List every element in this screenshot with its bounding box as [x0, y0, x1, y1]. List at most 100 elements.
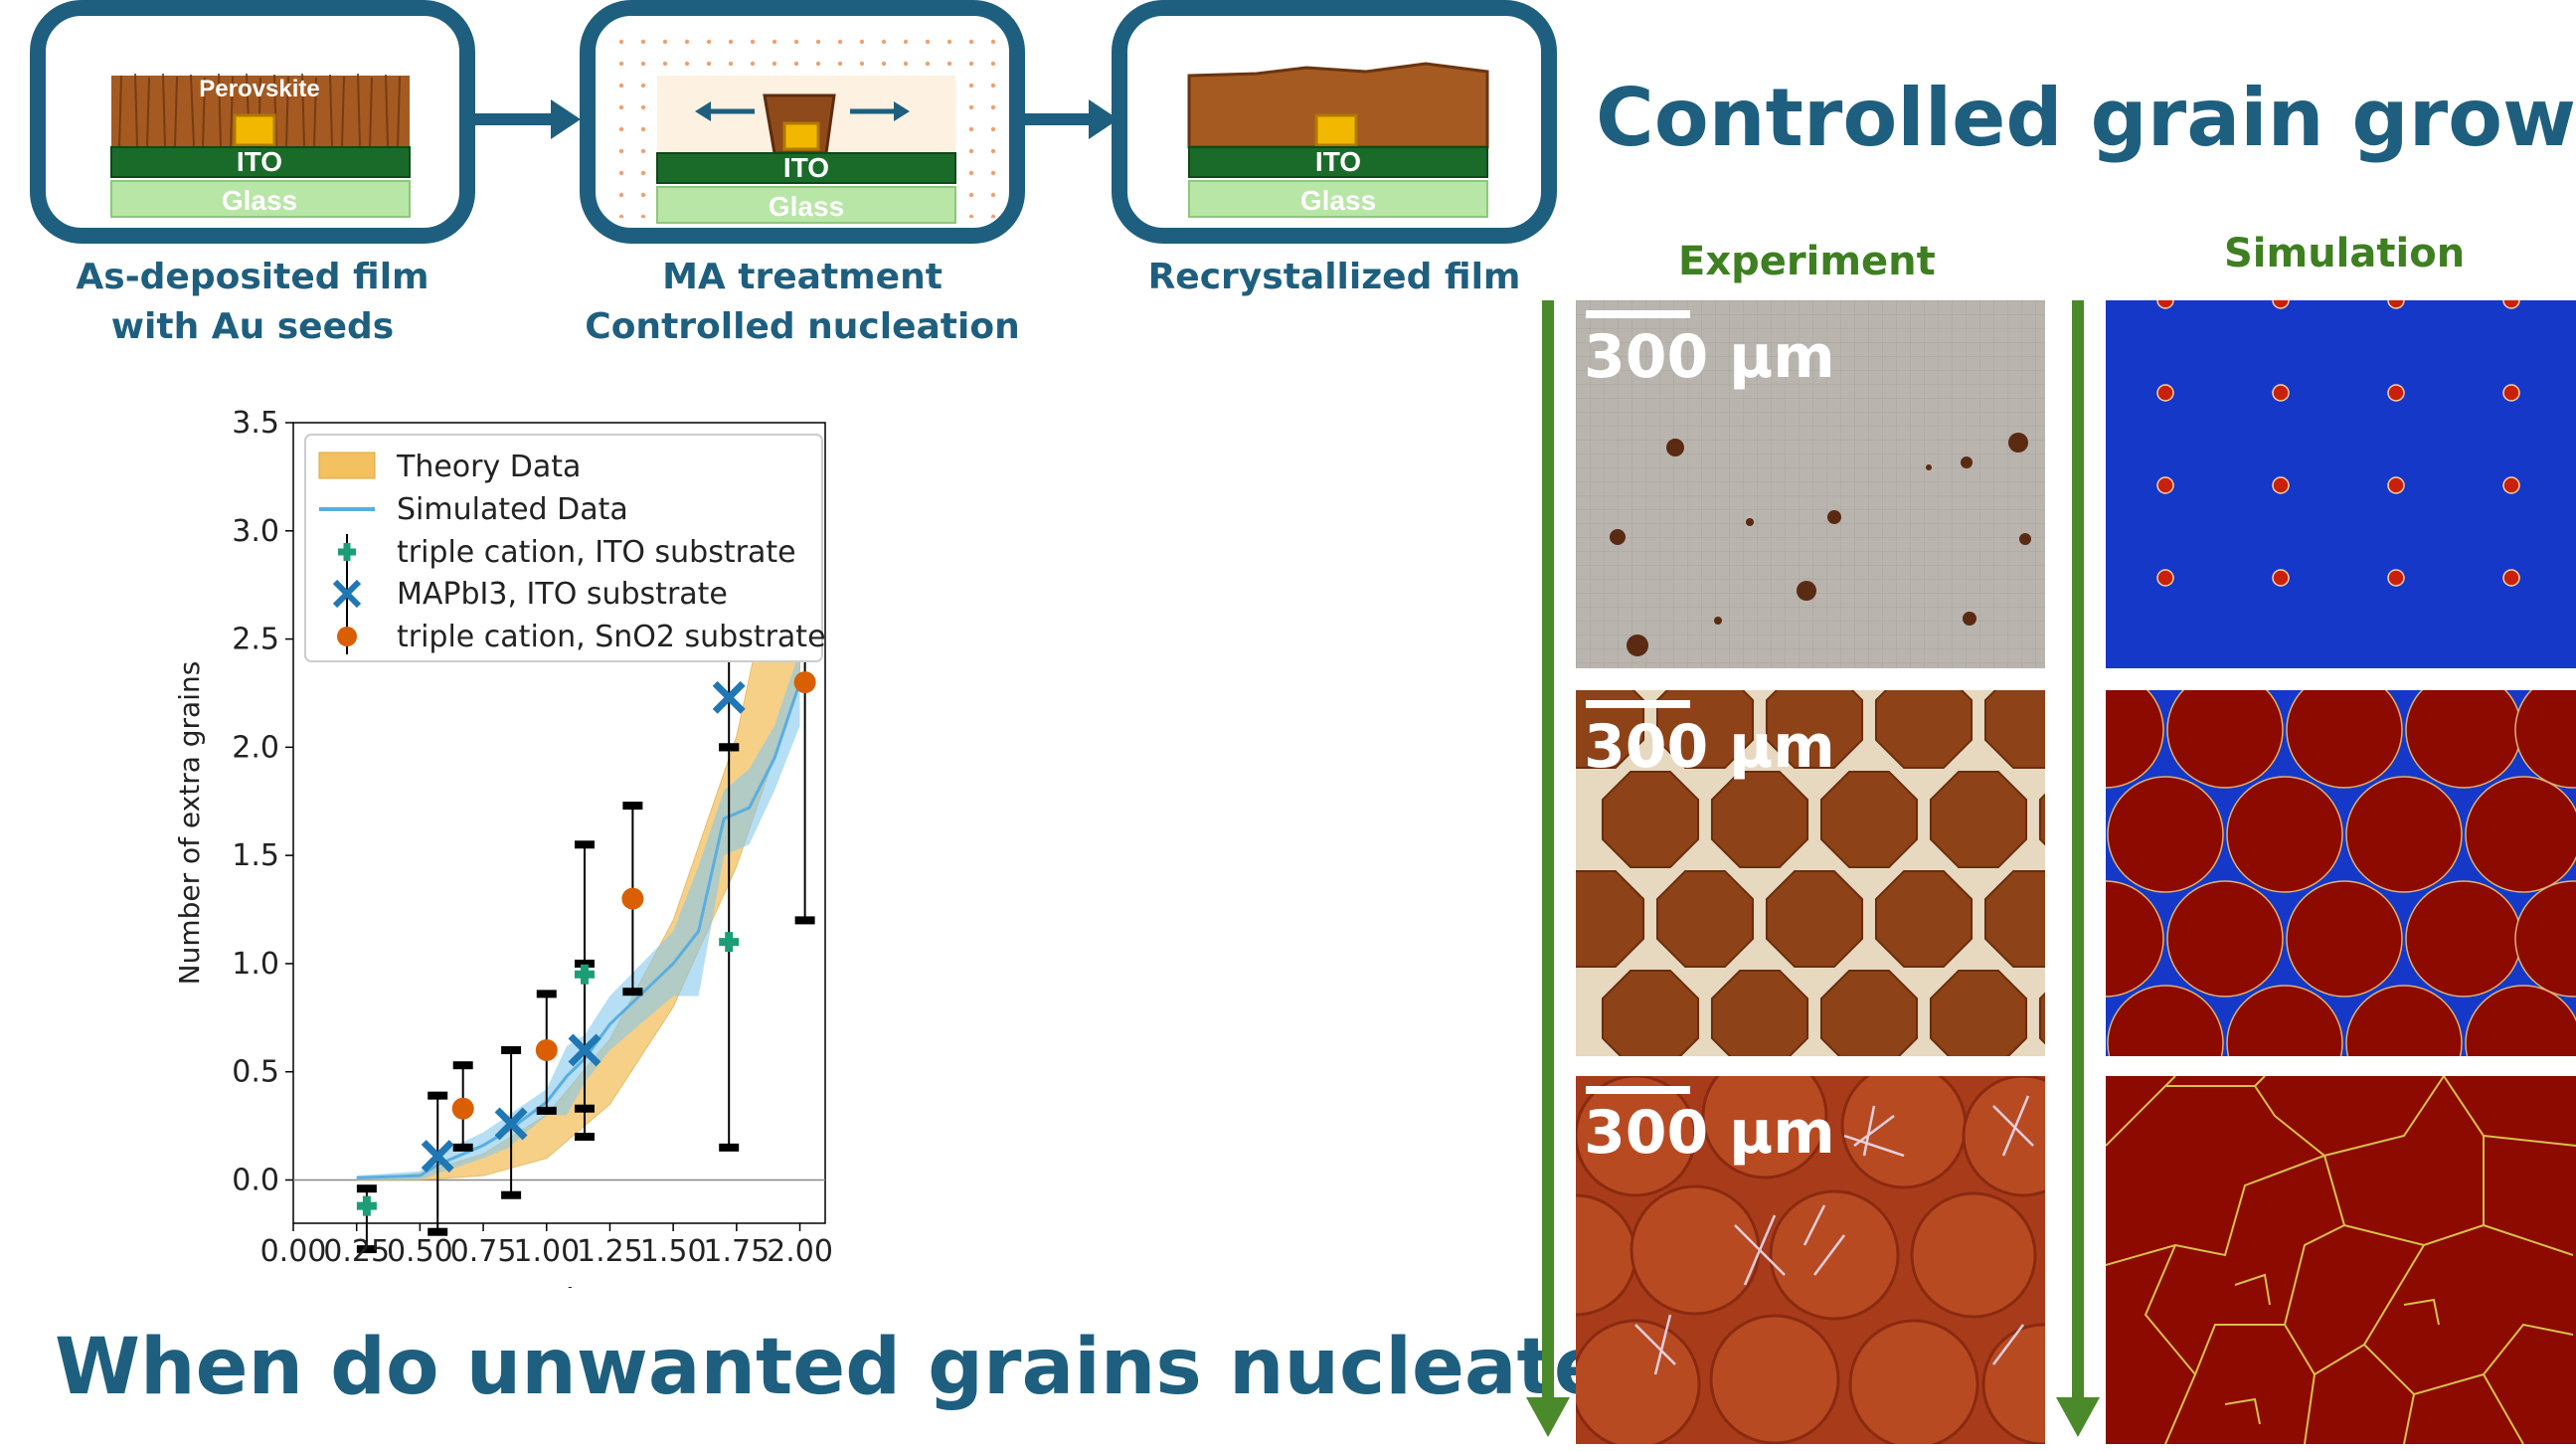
nucleus [2272, 384, 2290, 402]
x-tick-label: 2.00 [767, 1234, 833, 1269]
grain [2405, 690, 2522, 789]
simulation-image-late [2106, 1076, 2576, 1444]
nucleus [2156, 384, 2174, 402]
scale-bar [1586, 310, 1690, 318]
grain [2038, 992, 2045, 1045]
experiment-image-mid: 300 µm [1576, 690, 2045, 1056]
error-cap [356, 1245, 377, 1254]
x-tick-label: 1.50 [640, 1234, 707, 1269]
error-cap [452, 1143, 473, 1152]
simulation-image-early [2106, 300, 2576, 668]
experiment-column-title: Experiment [1678, 239, 1936, 284]
grain [2345, 776, 2463, 893]
legend-x-swatch [332, 579, 362, 609]
grain [1765, 690, 1864, 770]
legend-entry: triple cation, ITO substrate [397, 535, 796, 570]
simulation-image-mid [2106, 690, 2576, 1056]
legend-circle-swatch [337, 627, 357, 646]
grain [2106, 880, 2164, 998]
nucleus [2156, 569, 2174, 587]
triple-cation-ito-marker [356, 1195, 377, 1216]
y-tick-label: 2.5 [232, 623, 279, 657]
error-cap [622, 988, 643, 997]
grain [2286, 690, 2403, 789]
x-tick-label: 0.00 [260, 1234, 327, 1269]
triple-cation-sno2-marker [621, 887, 644, 910]
right-title: Controlled grain growth: [1596, 72, 2576, 164]
extra-grains-chart: 0.000.250.500.751.001.251.501.752.00 0.0 0… [173, 406, 833, 1288]
grain [2465, 985, 2576, 1056]
stage-ma-treatment-box: ITO Glass [580, 0, 1025, 244]
triple-cation-ito-marker [719, 932, 740, 953]
mapbi3-ito-marker [421, 1140, 454, 1174]
nucleus [2387, 300, 2405, 309]
error-cap [536, 1106, 557, 1115]
scale-label: 300 µm [1584, 712, 1835, 782]
grain [2038, 793, 2045, 846]
scale-bar [1586, 700, 1690, 708]
error-cap [428, 1227, 448, 1236]
legend-plus-swatch [338, 543, 356, 561]
grain [1819, 969, 1919, 1056]
grain [2107, 985, 2224, 1056]
grain [2345, 985, 2463, 1056]
x-tick-label: 0.25 [323, 1234, 390, 1269]
glass-label: Glass [1299, 185, 1377, 216]
grain [1601, 770, 1700, 869]
mapbi3-ito-marker [494, 1107, 528, 1141]
scale-label: 300 µm [1584, 322, 1835, 392]
stage1-caption-line1: As-deposited film [76, 257, 429, 297]
nucleus [2272, 476, 2290, 494]
grain [1929, 770, 2028, 869]
grain [2106, 690, 2164, 789]
y-axis-label: Number of extra grains [173, 661, 206, 986]
process-arrow-2 [1021, 99, 1118, 139]
grain [1874, 869, 1974, 969]
nucleus [2502, 569, 2520, 587]
grain [1576, 869, 1645, 969]
error-cap [428, 1091, 448, 1100]
simulation-column-title: Simulation [2224, 231, 2466, 276]
error-cap [794, 916, 815, 925]
ito-label: ITO [782, 152, 830, 183]
nucleus [2387, 384, 2405, 402]
legend-entry: triple cation, SnO2 substrate [397, 620, 826, 654]
nucleus [2502, 476, 2520, 494]
legend-entry: Theory Data [396, 450, 581, 484]
error-cap [452, 1061, 473, 1070]
y-tick-label: 3.0 [232, 514, 279, 549]
grain [2286, 880, 2403, 998]
grain [2465, 776, 2576, 893]
grain [2514, 690, 2576, 789]
legend-theory-swatch [318, 452, 376, 479]
experiment-time-arrow [1542, 300, 1554, 1404]
y-tick-label: 0.5 [232, 1055, 279, 1090]
triple-cation-ito-marker [574, 964, 595, 985]
error-cap [719, 1143, 740, 1152]
y-tick-label: 2.0 [232, 730, 279, 765]
x-tick-label: 1.00 [513, 1234, 580, 1269]
grain [2405, 880, 2522, 998]
stage2-caption-line2: Controlled nucleation [585, 306, 1020, 347]
experiment-arrow-head [1526, 1397, 1570, 1437]
x-tick-label: 0.75 [450, 1234, 517, 1269]
stage-as-deposited-box: Perovskite ITO Glass [30, 0, 475, 244]
x-tick-label: 1.75 [703, 1234, 770, 1269]
grain [2107, 776, 2224, 893]
error-cap [501, 1045, 522, 1054]
stage2-caption-line1: MA treatment [662, 257, 943, 297]
grain [1983, 690, 2045, 770]
x-tick-label: 0.50 [387, 1234, 453, 1269]
grain [2166, 690, 2284, 789]
grain [2166, 880, 2284, 998]
error-cap [356, 1184, 377, 1193]
experiment-image-early: 300 µm [1576, 300, 2045, 668]
grain [1819, 770, 1919, 869]
triple-cation-sno2-marker [535, 1038, 558, 1061]
ito-label: ITO [236, 146, 283, 177]
y-tick-label: 1.0 [232, 947, 279, 982]
stage1-caption-line2: with Au seeds [110, 306, 395, 347]
nucleus [2387, 569, 2405, 587]
legend-entry: MAPbI3, ITO substrate [397, 577, 728, 612]
error-cap [622, 802, 643, 811]
